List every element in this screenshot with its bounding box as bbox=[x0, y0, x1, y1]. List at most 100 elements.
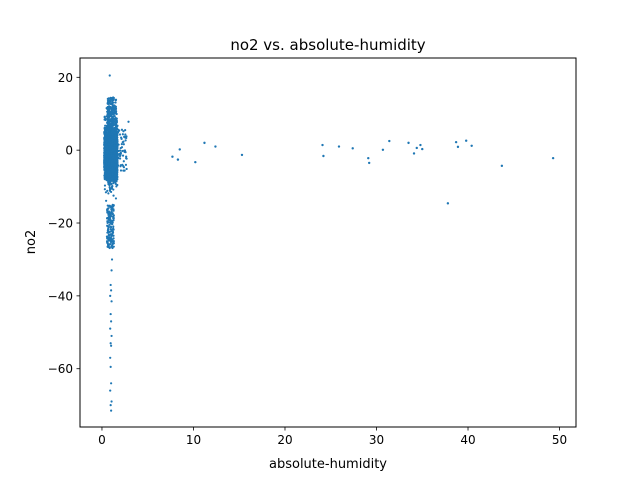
data-point bbox=[116, 164, 120, 167]
data-point bbox=[108, 137, 111, 141]
data-point bbox=[112, 121, 115, 124]
data-point bbox=[115, 167, 119, 170]
data-point bbox=[122, 169, 125, 172]
data-point bbox=[110, 344, 113, 347]
data-point bbox=[114, 122, 118, 125]
data-point bbox=[107, 174, 110, 177]
data-point bbox=[103, 162, 106, 165]
data-point bbox=[109, 147, 113, 151]
data-point bbox=[110, 103, 114, 106]
data-point bbox=[121, 149, 124, 153]
data-point bbox=[106, 99, 110, 102]
data-point bbox=[120, 137, 123, 141]
data-point bbox=[110, 115, 114, 118]
data-point bbox=[108, 213, 111, 216]
data-point bbox=[109, 404, 112, 407]
data-point bbox=[104, 133, 108, 136]
data-point bbox=[500, 164, 504, 168]
data-point bbox=[106, 245, 109, 248]
y-axis-label: no2 bbox=[24, 230, 39, 254]
data-point bbox=[115, 185, 118, 188]
data-point bbox=[107, 182, 110, 186]
data-point bbox=[106, 221, 109, 225]
data-point bbox=[114, 98, 118, 101]
data-point bbox=[415, 146, 418, 150]
data-point bbox=[107, 134, 110, 137]
x-tick-label: 50 bbox=[552, 433, 567, 447]
data-point bbox=[122, 143, 125, 146]
data-point bbox=[106, 209, 109, 212]
data-point bbox=[112, 156, 115, 159]
data-point bbox=[106, 224, 109, 227]
data-point bbox=[109, 96, 112, 99]
data-point bbox=[113, 152, 116, 155]
data-point bbox=[107, 146, 111, 150]
data-point bbox=[110, 154, 113, 157]
data-point bbox=[446, 202, 450, 205]
data-point bbox=[117, 143, 120, 146]
y-tick-label: 20 bbox=[58, 71, 73, 85]
data-point bbox=[109, 102, 112, 105]
data-point bbox=[104, 191, 108, 194]
data-point bbox=[105, 235, 109, 238]
data-point bbox=[104, 175, 107, 178]
data-point bbox=[421, 147, 424, 151]
data-point bbox=[110, 300, 113, 303]
data-point bbox=[322, 154, 325, 158]
data-point bbox=[114, 151, 117, 154]
data-point bbox=[110, 112, 114, 115]
data-point bbox=[551, 156, 555, 160]
data-point bbox=[109, 205, 112, 208]
data-point bbox=[111, 246, 114, 250]
data-point bbox=[109, 236, 112, 240]
data-point bbox=[111, 146, 114, 149]
data-point bbox=[104, 137, 107, 140]
data-point bbox=[109, 294, 112, 297]
data-point bbox=[171, 155, 174, 158]
data-point bbox=[106, 229, 109, 232]
data-point bbox=[104, 151, 107, 154]
data-point bbox=[110, 320, 113, 323]
x-tick-label: 40 bbox=[460, 433, 475, 447]
data-point bbox=[106, 207, 110, 210]
y-axis-ticks: 20 0 −20 −40 −60 bbox=[48, 71, 80, 376]
data-point bbox=[112, 117, 115, 121]
data-point bbox=[109, 127, 112, 130]
data-point bbox=[110, 382, 113, 385]
data-point bbox=[104, 139, 107, 142]
data-point bbox=[107, 164, 110, 167]
data-point bbox=[111, 123, 114, 126]
data-point bbox=[106, 146, 109, 149]
data-point bbox=[119, 165, 122, 168]
data-point bbox=[110, 220, 113, 223]
data-point bbox=[114, 127, 117, 131]
data-point bbox=[111, 125, 114, 128]
data-point bbox=[110, 208, 113, 211]
data-point bbox=[240, 153, 244, 157]
data-point bbox=[106, 120, 109, 123]
data-point bbox=[124, 151, 127, 154]
data-point bbox=[112, 225, 115, 228]
data-point bbox=[110, 258, 114, 261]
data-point bbox=[114, 160, 118, 163]
data-point bbox=[106, 105, 109, 109]
data-point bbox=[111, 149, 114, 152]
data-point bbox=[109, 312, 112, 316]
data-point bbox=[106, 154, 110, 157]
data-point bbox=[321, 143, 324, 147]
data-point bbox=[105, 164, 108, 167]
data-point bbox=[109, 107, 112, 110]
data-point bbox=[103, 115, 106, 118]
data-point bbox=[125, 155, 128, 158]
data-point bbox=[105, 161, 108, 164]
data-point bbox=[115, 148, 118, 151]
data-point bbox=[112, 239, 115, 243]
data-point bbox=[110, 187, 113, 190]
data-point bbox=[110, 215, 113, 218]
data-point bbox=[109, 226, 113, 229]
data-point bbox=[108, 111, 111, 114]
data-point bbox=[112, 216, 115, 220]
data-point bbox=[110, 143, 113, 146]
data-point bbox=[214, 145, 217, 148]
